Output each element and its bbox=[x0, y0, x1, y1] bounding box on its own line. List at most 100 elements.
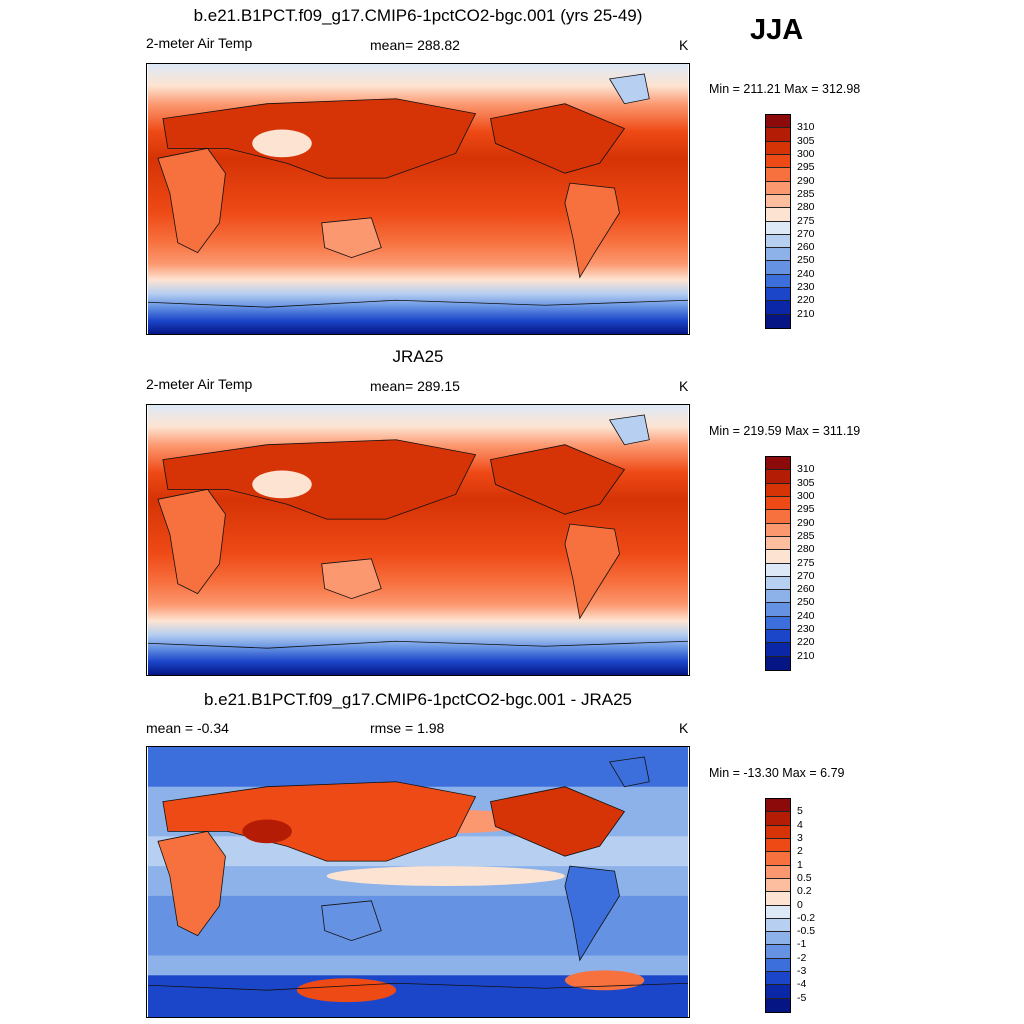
panel-2-colorbar-swatch bbox=[766, 656, 790, 670]
panel-3-colorbar-swatch bbox=[766, 799, 790, 813]
panel-1-colorbar bbox=[765, 114, 791, 329]
panel-2-colorbar-swatch bbox=[766, 563, 790, 577]
panel-3-colorbar-swatch bbox=[766, 972, 790, 986]
panel-1-units-label: K bbox=[679, 37, 689, 53]
panel-1-colorbar-swatch bbox=[766, 194, 790, 209]
season-label: JJA bbox=[750, 14, 804, 46]
panel-1-colorbar-tick-label: 230 bbox=[797, 281, 815, 294]
panel-1-temperature-map bbox=[146, 63, 690, 335]
panel-3-colorbar-swatch bbox=[766, 892, 790, 906]
panel-3-colorbar-swatch bbox=[766, 918, 790, 933]
panel-1-minmax-label: Min = 211.21 Max = 312.98 bbox=[709, 82, 861, 96]
panel-1-colorbar-swatch bbox=[766, 141, 790, 155]
panel-1-colorbar-swatch bbox=[766, 208, 790, 222]
panel-2-mean-label: mean= 289.15 bbox=[370, 378, 460, 394]
panel-3-colorbar-tick-label: 3 bbox=[797, 831, 803, 844]
panel-1-colorbar-swatch bbox=[766, 128, 790, 142]
panel-1-colorbar-swatch bbox=[766, 288, 790, 302]
panel-3-minmax-label: Min = -13.30 Max = 6.79 bbox=[709, 766, 845, 780]
panel-2-colorbar-tick-label: 210 bbox=[797, 649, 815, 662]
panel-2-colorbar-tick-label: 290 bbox=[797, 516, 815, 529]
panel-2-colorbar-tick-label: 230 bbox=[797, 623, 815, 636]
panel-1-colorbar-tick-label: 275 bbox=[797, 214, 815, 227]
panel-3-difference-map bbox=[146, 746, 690, 1018]
panel-3-colorbar-tick-label: -3 bbox=[797, 965, 807, 978]
panel-3-colorbar-tick-label: 0 bbox=[797, 898, 803, 911]
panel-2-colorbar-swatch bbox=[766, 550, 790, 564]
panel-2-temperature-map bbox=[146, 404, 690, 676]
panel-3-colorbar-tick-label: 5 bbox=[797, 805, 803, 818]
panel-1-colorbar-swatch bbox=[766, 181, 790, 195]
panel-1-colorbar-tick-label: 250 bbox=[797, 254, 815, 267]
panel-3-colorbar-tick-label: -2 bbox=[797, 951, 807, 964]
panel-3-colorbar-swatch bbox=[766, 945, 790, 959]
panel-3-colorbar-tick-label: -5 bbox=[797, 991, 807, 1004]
panel-3-colorbar-tick-label: 2 bbox=[797, 845, 803, 858]
panel-3-colorbar-swatch bbox=[766, 812, 790, 826]
panel-1-colorbar-tick-label: 290 bbox=[797, 174, 815, 187]
panel-2-colorbar-tick-label: 305 bbox=[797, 476, 815, 489]
panel-3-colorbar-swatch bbox=[766, 958, 790, 973]
panel-1-colorbar-tick-label: 310 bbox=[797, 121, 815, 134]
panel-3-colorbar-tick-label: -4 bbox=[797, 978, 807, 991]
panel-2-colorbar-tick-label: 260 bbox=[797, 583, 815, 596]
panel-3-colorbar-swatch bbox=[766, 865, 790, 879]
panel-3-colorbar-swatch bbox=[766, 838, 790, 853]
panel-2-colorbar-swatch bbox=[766, 603, 790, 617]
panel-2-units-label: K bbox=[679, 378, 689, 394]
panel-2-colorbar-swatch bbox=[766, 590, 790, 604]
panel-1-colorbar-swatch bbox=[766, 314, 790, 328]
panel-2-colorbar-tick-label: 285 bbox=[797, 529, 815, 542]
panel-3-colorbar-tick-label: -1 bbox=[797, 938, 807, 951]
panel-1-colorbar-swatch bbox=[766, 221, 790, 235]
panel-1-title: b.e21.B1PCT.f09_g17.CMIP6-1pctCO2-bgc.00… bbox=[193, 6, 643, 25]
panel-2-colorbar-tick-label: 280 bbox=[797, 543, 815, 556]
panel-1-colorbar-tick-label: 270 bbox=[797, 227, 815, 240]
panel-2-colorbar-swatch bbox=[766, 510, 790, 524]
panel-2-colorbar-swatch bbox=[766, 496, 790, 511]
panel-2-colorbar-swatch bbox=[766, 616, 790, 631]
panel-1-colorbar-tick-label: 280 bbox=[797, 201, 815, 214]
panel-2-colorbar-swatch bbox=[766, 470, 790, 484]
panel-2-colorbar-tick-label: 295 bbox=[797, 503, 815, 516]
panel-2-colorbar-swatch bbox=[766, 523, 790, 537]
panel-2-colorbar-swatch bbox=[766, 576, 790, 591]
panel-3-colorbar-swatch bbox=[766, 878, 790, 893]
panel-1-colorbar-swatch bbox=[766, 115, 790, 129]
panel-2-colorbar-tick-label: 275 bbox=[797, 556, 815, 569]
panel-3-colorbar-tick-label: -0.5 bbox=[797, 925, 816, 938]
panel-3-colorbar bbox=[765, 798, 791, 1013]
panel-1-colorbar-tick-label: 260 bbox=[797, 241, 815, 254]
panel-1-colorbar-swatch bbox=[766, 248, 790, 262]
panel-2-colorbar-tick-label: 220 bbox=[797, 636, 815, 649]
panel-3-colorbar-swatch bbox=[766, 932, 790, 946]
panel-3-units-label: K bbox=[679, 720, 689, 736]
panel-3-colorbar-swatch bbox=[766, 852, 790, 866]
panel-2-colorbar-tick-label: 300 bbox=[797, 489, 815, 502]
panel-1-colorbar-swatch bbox=[766, 301, 790, 315]
panel-1-colorbar-tick-label: 285 bbox=[797, 187, 815, 200]
panel-3-colorbar-tick-label: 0.2 bbox=[797, 885, 812, 898]
panel-1-colorbar-tick-label: 305 bbox=[797, 134, 815, 147]
panel-2-minmax-label: Min = 219.59 Max = 311.19 bbox=[709, 424, 861, 438]
panel-3-colorbar-swatch bbox=[766, 825, 790, 839]
panel-2-colorbar bbox=[765, 456, 791, 671]
panel-2-colorbar-tick-label: 270 bbox=[797, 569, 815, 582]
panel-2-colorbar-tick-label: 310 bbox=[797, 463, 815, 476]
panel-2-colorbar-tick-label: 250 bbox=[797, 596, 815, 609]
panel-2-variable-label: 2-meter Air Temp bbox=[146, 376, 253, 392]
panel-3-mean-label: mean = -0.34 bbox=[146, 720, 229, 736]
panel-3-title: b.e21.B1PCT.f09_g17.CMIP6-1pctCO2-bgc.00… bbox=[203, 690, 633, 709]
panel-1-colorbar-swatch bbox=[766, 274, 790, 289]
panel-3-colorbar-tick-label: 0.5 bbox=[797, 871, 812, 884]
panel-1-colorbar-swatch bbox=[766, 261, 790, 275]
panel-3-rmse-label: rmse = 1.98 bbox=[370, 720, 445, 736]
panel-1-variable-label: 2-meter Air Temp bbox=[146, 35, 253, 51]
panel-3-colorbar-tick-label: 1 bbox=[797, 858, 803, 871]
panel-2-colorbar-tick-label: 240 bbox=[797, 609, 815, 622]
panel-1-colorbar-swatch bbox=[766, 154, 790, 169]
panel-1-colorbar-swatch bbox=[766, 168, 790, 182]
panel-3-colorbar-swatch bbox=[766, 905, 790, 919]
panel-3-colorbar-tick-label: 4 bbox=[797, 818, 803, 831]
panel-3-colorbar-swatch bbox=[766, 985, 790, 999]
